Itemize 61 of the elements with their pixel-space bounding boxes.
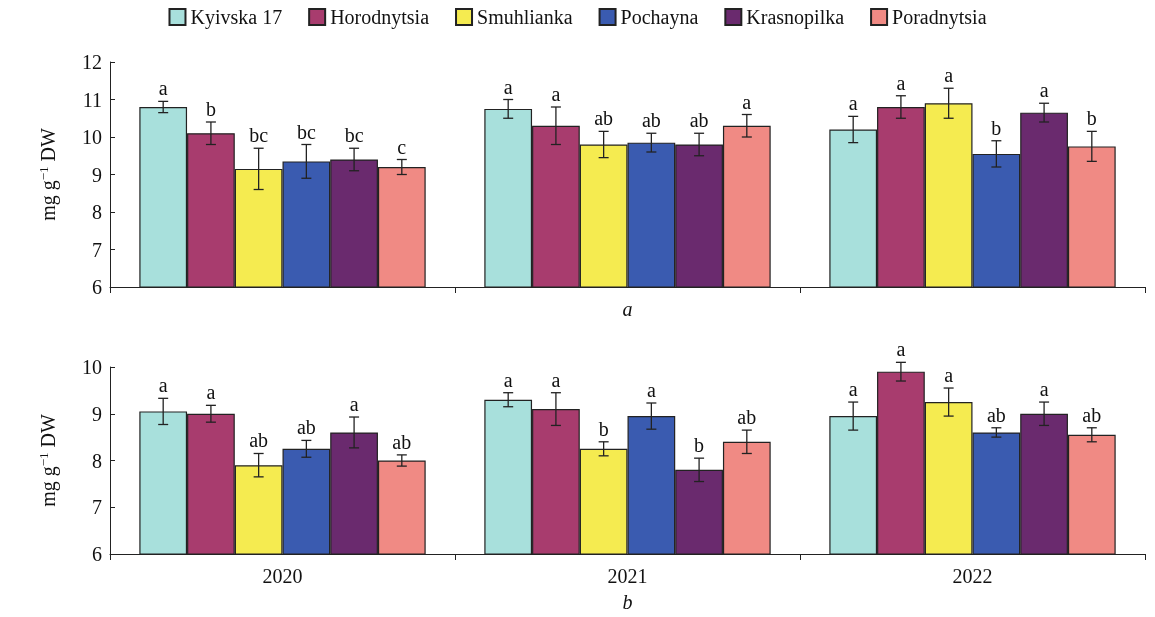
y-axis-title: mg g−1 DW bbox=[36, 414, 60, 507]
data-label: b bbox=[991, 116, 1002, 139]
legend-label: Smuhlianka bbox=[477, 6, 573, 28]
data-label: a bbox=[158, 374, 168, 397]
data-label: a bbox=[349, 393, 359, 416]
data-label: c bbox=[397, 135, 407, 158]
y-tick-label: 10 bbox=[82, 356, 102, 378]
data-label: ab bbox=[689, 109, 709, 132]
data-label: a bbox=[158, 77, 168, 100]
x-tick-label: 2021 bbox=[607, 565, 648, 587]
data-label: a bbox=[848, 92, 858, 115]
data-label: a bbox=[503, 75, 513, 98]
data-label: b bbox=[1086, 107, 1097, 130]
data-label: a bbox=[742, 90, 752, 113]
data-label: b bbox=[598, 417, 609, 440]
x-axis-title: a bbox=[622, 298, 633, 320]
y-tick-label: 9 bbox=[92, 163, 102, 186]
y-tick-label: 6 bbox=[92, 276, 102, 298]
data-label: a bbox=[551, 83, 561, 105]
data-label: a bbox=[1039, 79, 1049, 102]
legend-label: Kyivska 17 bbox=[190, 6, 283, 29]
data-label: ab bbox=[392, 430, 412, 453]
y-tick-label: 11 bbox=[82, 88, 102, 111]
data-label: ab bbox=[249, 429, 269, 452]
data-label: ab bbox=[641, 109, 661, 132]
data-label: ab bbox=[986, 403, 1006, 426]
y-tick-label: 10 bbox=[82, 126, 102, 148]
legend-label: Horodnytsia bbox=[330, 6, 430, 29]
y-axis-title: mg g−1 DW bbox=[36, 128, 60, 221]
x-tick-label: 2020 bbox=[262, 565, 303, 587]
data-label: bc bbox=[249, 124, 269, 147]
data-label: a bbox=[944, 64, 954, 87]
y-tick-label: 7 bbox=[92, 238, 102, 261]
legend-label: Krasnopilka bbox=[746, 6, 845, 29]
data-label: bc bbox=[344, 124, 364, 147]
data-label: bc bbox=[296, 120, 316, 143]
data-label: a bbox=[551, 368, 561, 391]
data-label: ab bbox=[594, 107, 614, 130]
data-label: a bbox=[896, 338, 906, 361]
y-tick-label: 6 bbox=[92, 543, 102, 565]
data-label: a bbox=[503, 368, 513, 391]
data-label: a bbox=[646, 379, 656, 401]
data-label: a bbox=[848, 378, 858, 401]
y-tick-label: 8 bbox=[92, 449, 102, 472]
legend-label: Poradnytsia bbox=[892, 6, 987, 29]
y-tick-label: 12 bbox=[82, 51, 102, 73]
data-label: b bbox=[694, 434, 705, 457]
data-label: b bbox=[205, 98, 216, 120]
y-tick-label: 7 bbox=[92, 496, 102, 519]
y-tick-label: 9 bbox=[92, 402, 102, 425]
x-tick-label: 2022 bbox=[952, 565, 993, 587]
data-label: a bbox=[1039, 378, 1049, 401]
data-label: a bbox=[944, 364, 954, 387]
legend-label: Pochayna bbox=[620, 6, 699, 29]
data-label: a bbox=[896, 71, 906, 94]
data-label: ab bbox=[1082, 403, 1102, 426]
data-label: a bbox=[206, 381, 216, 404]
data-label: ab bbox=[296, 416, 316, 439]
y-tick-label: 8 bbox=[92, 201, 102, 223]
x-axis-title: b bbox=[622, 591, 633, 613]
data-label: ab bbox=[737, 406, 757, 429]
